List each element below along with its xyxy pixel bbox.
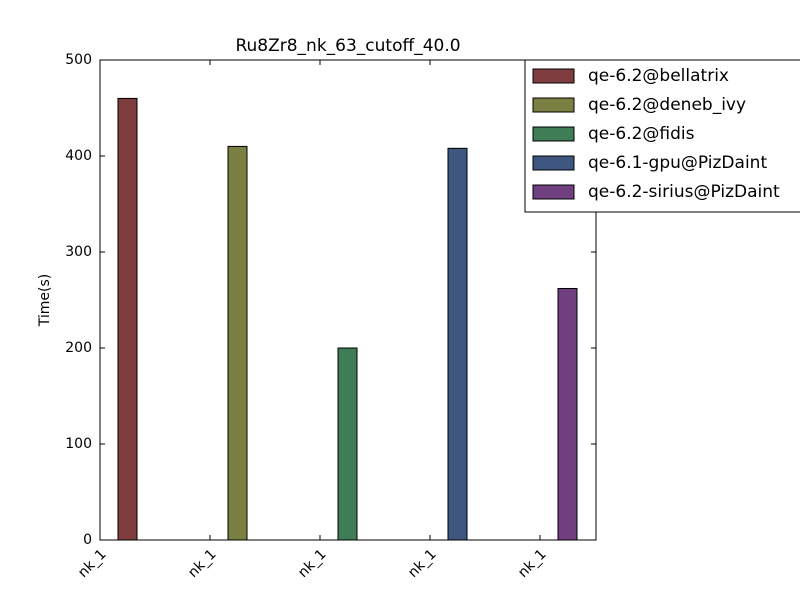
- y-tick-label: 0: [83, 532, 92, 548]
- legend-swatch: [532, 68, 575, 84]
- plot-frame: [99, 59, 597, 541]
- y-tick-label: 300: [65, 244, 92, 260]
- y-tick-label: 100: [65, 436, 92, 452]
- legend-label: qe-6.2@fidis: [588, 124, 695, 144]
- x-tick-label: nk_1: [185, 546, 220, 581]
- x-tick-label: nk_1: [515, 546, 550, 581]
- bar: [117, 97, 138, 541]
- y-tick-label: 200: [65, 340, 92, 356]
- bar: [337, 347, 358, 541]
- bar: [227, 145, 248, 541]
- x-tick-label: nk_1: [405, 546, 440, 581]
- x-tick-label: nk_1: [75, 546, 110, 581]
- bar: [447, 147, 468, 541]
- bar: [557, 287, 578, 541]
- legend-label: qe-6.2-sirius@PizDaint: [588, 182, 780, 202]
- legend-swatch: [532, 184, 575, 200]
- legend-label: qe-6.2@bellatrix: [588, 66, 729, 86]
- chart-title: Ru8Zr8_nk_63_cutoff_40.0: [235, 36, 460, 56]
- legend-swatch: [532, 97, 575, 113]
- y-tick-label: 400: [65, 148, 92, 164]
- legend-label: qe-6.2@deneb_ivy: [588, 95, 746, 115]
- legend-swatch: [532, 155, 575, 171]
- legend-swatch: [532, 126, 575, 142]
- legend-label: qe-6.1-gpu@PizDaint: [588, 153, 767, 173]
- y-tick-label: 500: [65, 52, 92, 68]
- y-axis-label: Time(s): [37, 274, 53, 327]
- legend: qe-6.2@bellatrix qe-6.2@deneb_ivy qe-6.2@f…: [524, 59, 800, 213]
- x-tick-label: nk_1: [295, 546, 330, 581]
